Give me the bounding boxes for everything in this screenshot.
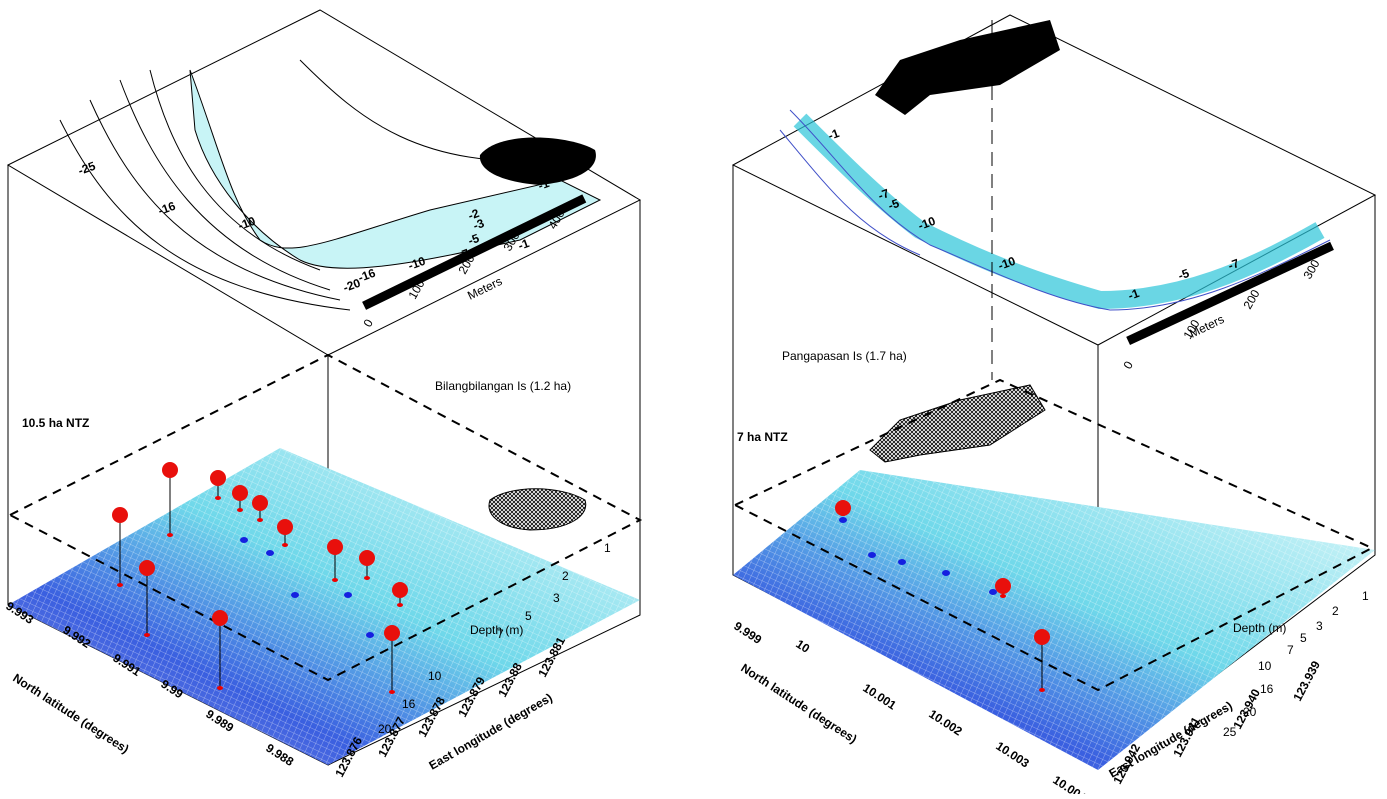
site-marker xyxy=(942,570,950,576)
island xyxy=(875,20,1060,115)
pin-head xyxy=(995,578,1011,594)
contour-label: -1 xyxy=(516,236,531,253)
scale-label: 0 xyxy=(360,316,376,329)
pin-base xyxy=(167,533,173,537)
pin-base xyxy=(282,543,288,547)
pin-head xyxy=(359,550,375,566)
depth-tick: 10 xyxy=(428,669,442,683)
depth-tick: 2 xyxy=(562,569,569,583)
depth-tick: 5 xyxy=(1300,631,1307,645)
pin-base xyxy=(237,508,243,512)
pin-head xyxy=(112,507,128,523)
pin-head xyxy=(1034,629,1050,645)
ntz-label: 7 ha NTZ xyxy=(737,430,788,444)
lat-tick: 9.999 xyxy=(731,619,764,647)
scale-label: 0 xyxy=(1120,358,1136,371)
figure: 10.5 ha NTZBilangbilangan Is (1.2 ha)010… xyxy=(0,0,1387,794)
scale-unit: Meters xyxy=(1187,312,1226,341)
site-marker xyxy=(839,517,847,523)
contour-label: -25 xyxy=(76,159,97,178)
pin-base xyxy=(364,576,370,580)
depth-tick: 1 xyxy=(1362,589,1369,603)
contour-label: -16 xyxy=(156,199,177,218)
pin-head xyxy=(835,500,851,516)
depth-tick: 1 xyxy=(604,541,611,555)
contours xyxy=(60,60,560,310)
site-marker xyxy=(291,592,299,598)
lat-tick: 10 xyxy=(793,637,812,656)
lat-tick: 10.001 xyxy=(860,681,899,713)
pin-base xyxy=(117,583,123,587)
pin-head xyxy=(392,582,408,598)
lat-tick: 10.003 xyxy=(993,739,1032,771)
depth-tick: 16 xyxy=(402,697,416,711)
lat-tick: 10.002 xyxy=(926,707,965,739)
lon-tick: 123.940 xyxy=(1230,686,1263,731)
island-outline xyxy=(870,385,1045,462)
site-marker xyxy=(240,537,248,543)
pin-base xyxy=(389,690,395,694)
site-marker xyxy=(266,550,274,556)
island-outline xyxy=(489,489,586,530)
pin-head xyxy=(384,625,400,641)
pin-base xyxy=(217,686,223,690)
lon-tick: 123.939 xyxy=(1290,658,1323,703)
pin-head xyxy=(327,539,343,555)
pin-head xyxy=(212,610,228,626)
pin-head xyxy=(139,560,155,576)
pin-base xyxy=(1000,594,1006,598)
lat-tick: 10.004 xyxy=(1050,773,1089,794)
depth-title: Depth (m) xyxy=(1233,621,1286,635)
island-label: Pangapasan Is (1.7 ha) xyxy=(782,349,907,363)
site-marker xyxy=(989,589,997,595)
pin-base xyxy=(397,603,403,607)
site-marker xyxy=(898,559,906,565)
site-marker xyxy=(344,592,352,598)
pin-base xyxy=(257,518,263,522)
depth-tick: 7 xyxy=(1287,643,1294,657)
shallow-zone xyxy=(800,120,1320,300)
depth-tick: 3 xyxy=(1316,619,1323,633)
pin-base xyxy=(1039,688,1045,692)
site-marker xyxy=(366,632,374,638)
pin-head xyxy=(232,485,248,501)
site-marker xyxy=(868,552,876,558)
island-label: Bilangbilangan Is (1.2 ha) xyxy=(435,379,571,393)
pin-head xyxy=(277,519,293,535)
lat-title: North latitude (degrees) xyxy=(738,661,859,746)
scale-unit: Meters xyxy=(465,274,504,303)
depth-tick: 2 xyxy=(1332,604,1339,618)
pin-head xyxy=(252,495,268,511)
pin-base xyxy=(332,578,338,582)
depth-tick: 7 xyxy=(497,627,504,641)
pin-head xyxy=(210,470,226,486)
island xyxy=(480,138,596,186)
pin-base xyxy=(215,496,221,500)
depth-tick: 5 xyxy=(525,609,532,623)
depth-tick: 3 xyxy=(553,591,560,605)
pin-head xyxy=(162,462,178,478)
lat-title: North latitude (degrees) xyxy=(10,671,131,756)
pin-base xyxy=(144,633,150,637)
ntz-label: 10.5 ha NTZ xyxy=(22,416,89,430)
depth-tick: 10 xyxy=(1258,659,1272,673)
